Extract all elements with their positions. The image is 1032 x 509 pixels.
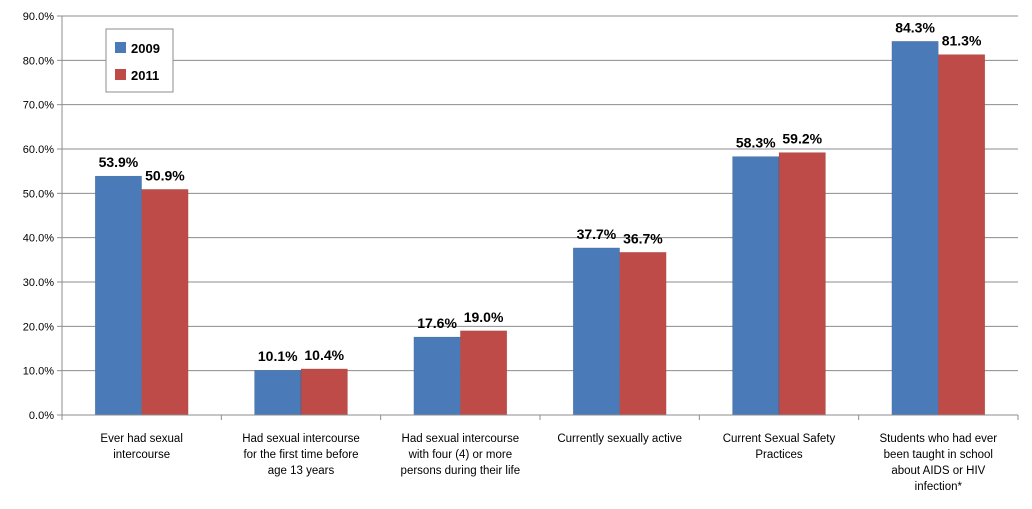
- y-tick-label: 40.0%: [23, 233, 54, 245]
- data-label: 59.2%: [782, 131, 822, 147]
- category-label: Current Sexual Safety: [723, 433, 836, 445]
- bar-2011: [460, 330, 508, 416]
- legend-label: 2009: [131, 41, 160, 56]
- category-label: about AIDS or HIV: [891, 465, 985, 477]
- data-label: 36.7%: [623, 230, 663, 246]
- bar-2011: [938, 54, 986, 416]
- bars-layer: [94, 41, 986, 416]
- bar-2011: [141, 189, 189, 416]
- category-label: age 13 years: [268, 465, 335, 477]
- data-label: 81.3%: [942, 33, 982, 49]
- data-label: 53.9%: [99, 154, 139, 170]
- category-label: Students who had ever: [880, 433, 998, 445]
- data-label: 37.7%: [577, 226, 617, 242]
- legend: 2009 2011: [105, 28, 174, 93]
- y-tick-label: 20.0%: [23, 321, 54, 333]
- bar-2009: [254, 369, 302, 416]
- y-tick-label: 90.0%: [23, 11, 54, 23]
- category-label: infection*: [915, 481, 963, 493]
- data-label: 17.6%: [417, 315, 457, 331]
- axis-layer: 0.0% 10.0% 20.0% 30.0% 40.0% 50.0% 60.0% 70.0% 8…: [23, 11, 1019, 493]
- y-tick-label: 0.0%: [29, 410, 54, 422]
- bar-2011: [300, 368, 348, 416]
- data-label: 50.9%: [145, 167, 185, 183]
- y-tick-label: 30.0%: [23, 277, 54, 289]
- y-tick-label: 60.0%: [23, 144, 54, 156]
- category-label: been taught in school: [884, 449, 993, 461]
- y-tick-label: 80.0%: [23, 55, 54, 67]
- category-label: Had sexual intercourse: [402, 433, 520, 445]
- bar-2009: [732, 156, 780, 416]
- category-label: Practices: [755, 449, 803, 461]
- category-label: Currently sexually active: [557, 433, 682, 445]
- y-tick-label: 50.0%: [23, 188, 54, 200]
- legend-swatch-2009: [115, 42, 126, 53]
- bar-2009: [891, 41, 939, 416]
- y-tick-label: 10.0%: [23, 366, 54, 378]
- legend-box: [105, 28, 174, 93]
- legend-swatch-2011: [115, 69, 126, 80]
- category-label: Had sexual intercourse: [242, 433, 360, 445]
- data-label: 58.3%: [736, 135, 776, 151]
- bar-2011: [778, 152, 826, 416]
- category-label: for the first time before: [243, 449, 358, 461]
- grid-layer: [62, 15, 1018, 372]
- category-label: with four (4) or more: [408, 449, 513, 461]
- data-labels-layer: 53.9% 50.9% 10.1% 10.4% 17.6% 19.0% 37.7% 36.7%…: [99, 19, 982, 364]
- y-tick-label: 70.0%: [23, 100, 54, 112]
- legend-label: 2011: [131, 68, 159, 83]
- bar-2011: [619, 252, 667, 416]
- bar-2009: [94, 175, 142, 416]
- data-label: 19.0%: [464, 309, 504, 325]
- category-label: intercourse: [113, 449, 170, 461]
- bar-2009: [572, 247, 620, 416]
- data-label: 10.1%: [258, 348, 298, 364]
- category-label: persons during their life: [401, 465, 521, 477]
- category-label: Ever had sexual: [100, 433, 182, 445]
- data-label: 84.3%: [895, 19, 935, 35]
- data-label: 10.4%: [304, 347, 344, 363]
- bar-2009: [413, 336, 461, 416]
